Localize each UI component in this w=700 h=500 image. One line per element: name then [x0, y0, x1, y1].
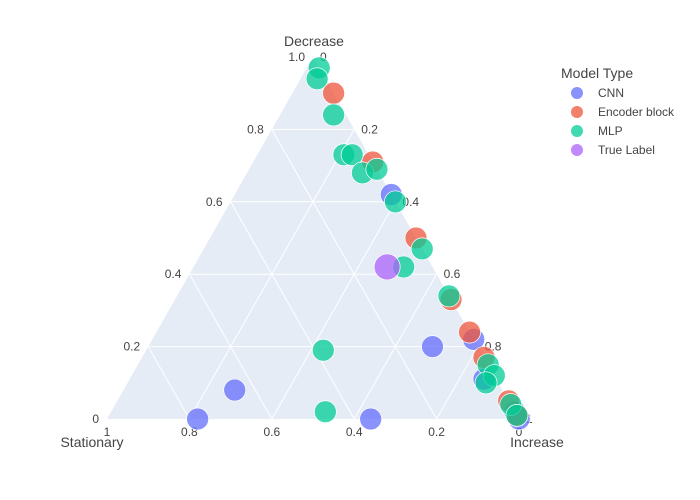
legend-label-encoder-block[interactable]: Encoder block: [598, 105, 675, 119]
marker-cnn[interactable]: [421, 335, 444, 358]
gridline-increase: [436, 346, 479, 420]
legend-title: Model Type: [561, 65, 633, 81]
legend-label-mlp[interactable]: MLP: [598, 124, 623, 138]
tick-label-stationary: 0: [516, 425, 523, 439]
gridline-stationary: [188, 273, 273, 420]
tick-label-increase: 0.4: [402, 195, 419, 209]
gridline-stationary: [230, 201, 355, 420]
gridline-stationary: [147, 346, 190, 420]
tick-label-decrease: 0.8: [247, 122, 264, 136]
tick-label-stationary: 1: [104, 425, 111, 439]
ternary-background: [107, 57, 519, 419]
marker-mlp[interactable]: [505, 404, 529, 427]
marker-mlp[interactable]: [437, 284, 461, 308]
plot-area: 00.20.40.60.81.000.20.40.60.8110.80.60.4…: [92, 50, 533, 439]
marker-mlp[interactable]: [410, 237, 434, 261]
tick-label-decrease: 0: [92, 412, 99, 426]
axis-title-stationary: Stationary: [60, 434, 123, 450]
tick-label-decrease: 0.2: [124, 340, 141, 354]
marker-true-label[interactable]: [373, 253, 401, 281]
legend-swatch-mlp[interactable]: [571, 125, 583, 137]
gridline-increase: [353, 273, 438, 420]
legend-label-cnn[interactable]: CNN: [598, 86, 624, 100]
tick-label-stationary: 0.4: [346, 425, 363, 439]
axis-title-decrease: Decrease: [284, 33, 344, 49]
legend-swatch-cnn[interactable]: [571, 87, 583, 99]
marker-mlp[interactable]: [365, 157, 389, 181]
marker-mlp[interactable]: [305, 67, 329, 91]
tick-labels: 00.20.40.60.81.000.20.40.60.8110.80.60.4…: [92, 50, 533, 439]
tick-label-stationary: 0.2: [428, 425, 445, 439]
legend-swatch-true-label[interactable]: [571, 144, 583, 156]
data-markers: [186, 56, 531, 431]
legend-swatch-encoder-block[interactable]: [571, 106, 583, 118]
tick-label-increase: 0.2: [361, 122, 378, 136]
marker-mlp[interactable]: [314, 400, 337, 424]
tick-label-decrease: 0.6: [206, 195, 223, 209]
marker-mlp[interactable]: [340, 143, 364, 167]
tick-label-increase: 0: [320, 50, 327, 64]
tick-label-increase: 0.6: [444, 267, 461, 281]
marker-mlp[interactable]: [384, 190, 407, 214]
gridline-increase: [271, 201, 396, 420]
marker-cnn[interactable]: [186, 407, 209, 431]
tick-label-stationary: 0.6: [263, 425, 280, 439]
marker-cnn[interactable]: [359, 407, 383, 431]
legend: Model Type CNN Encoder block MLP True Label: [561, 65, 675, 157]
marker-cnn[interactable]: [223, 378, 247, 402]
marker-encoder-block[interactable]: [458, 320, 481, 344]
tick-label-decrease: 0.4: [165, 267, 182, 281]
marker-mlp[interactable]: [322, 103, 345, 127]
marker-mlp[interactable]: [474, 371, 498, 395]
tick-label-decrease: 1.0: [288, 50, 305, 64]
marker-mlp[interactable]: [311, 338, 335, 362]
axis-title-increase: Increase: [510, 434, 564, 450]
legend-label-true-label[interactable]: True Label: [598, 143, 655, 157]
